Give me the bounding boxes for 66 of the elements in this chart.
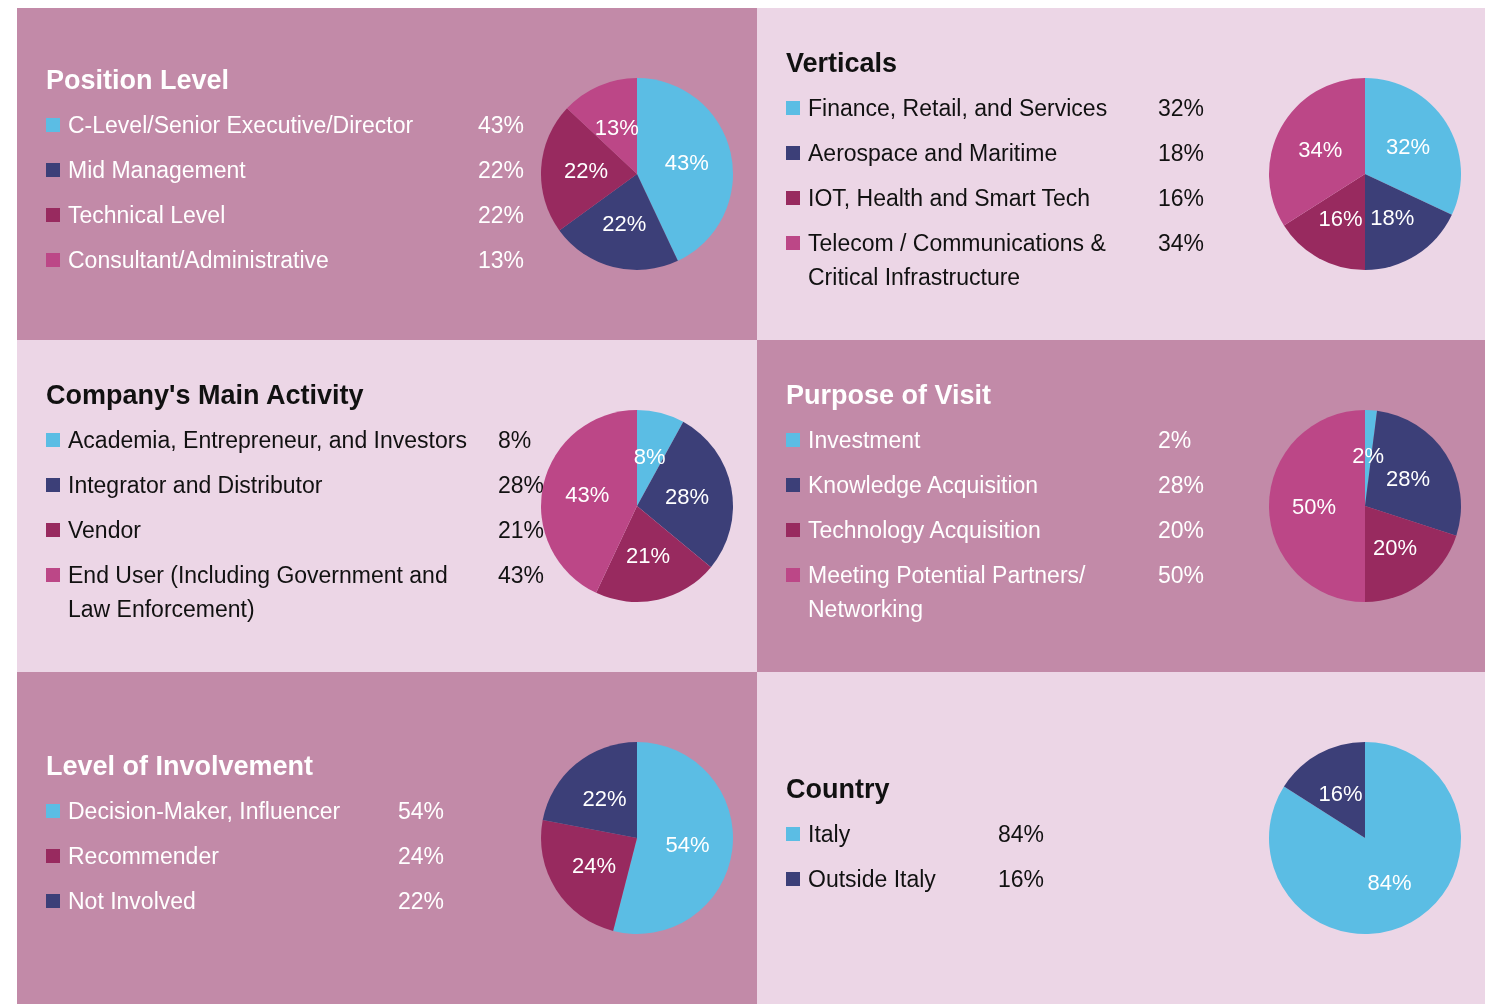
legend-label: Knowledge Acquisition	[808, 470, 1040, 500]
legend-label: Recommender	[68, 842, 220, 871]
legend-label: Consultant/Administrative	[68, 245, 330, 275]
data-label: 20%	[1372, 534, 1417, 560]
data-label: 24%	[571, 852, 616, 878]
text: 16%	[1158, 184, 1205, 211]
text: Country	[786, 773, 891, 805]
text: 32%	[1158, 94, 1205, 121]
text: 22%	[398, 888, 445, 914]
chart-title: Level of Involvement	[46, 751, 315, 782]
legend-label: Telecom / Communications & Critical Infrastructure	[808, 228, 1107, 292]
legend-label: Academia, Entrepreneur, and Investors	[68, 425, 468, 455]
legend-label: End User (Including Government and Law Enforcement)	[68, 560, 449, 624]
data-label: 34%	[1158, 228, 1205, 258]
legend-label: Finance, Retail, and Services	[808, 93, 1109, 123]
legend-label: Aerospace and Maritime	[808, 138, 1059, 168]
text: 50%	[1291, 493, 1337, 519]
legend-label: Decision-Maker, Influencer	[68, 797, 342, 826]
text: 28%	[498, 471, 545, 498]
text: 22%	[478, 156, 525, 183]
legend-label: Integrator and Distributor	[68, 470, 324, 500]
text: 84%	[998, 820, 1045, 847]
legend-label: Meeting Potential Partners/ Networking	[808, 560, 1087, 624]
text: 54%	[398, 798, 445, 824]
text: 43%	[565, 482, 610, 508]
text: Position Level	[46, 64, 231, 96]
data-label: 32%	[1386, 134, 1431, 160]
legend-label: Technology Acquisition	[808, 515, 1042, 545]
text: 22%	[564, 158, 609, 184]
data-label: 43%	[664, 150, 709, 176]
data-label: 22%	[478, 200, 525, 230]
text: 8%	[498, 426, 532, 453]
legend-label: C-Level/Senior Executive/Director	[68, 110, 415, 140]
data-label: 50%	[1158, 560, 1205, 590]
legend-label: Not Involved	[68, 887, 197, 916]
legend-label: Technical Level	[68, 200, 227, 230]
data-label: 18%	[1370, 204, 1415, 230]
text: Company's Main Activity	[46, 379, 365, 411]
text: 18%	[1158, 139, 1205, 166]
text: 24%	[398, 843, 445, 869]
data-label: 28%	[1386, 466, 1431, 492]
data-label: 84%	[1367, 870, 1412, 896]
legend-label: Outside Italy	[808, 864, 937, 894]
text: 28%	[1158, 471, 1205, 498]
text: 13%	[478, 246, 525, 273]
text: 34%	[1298, 136, 1343, 162]
data-label: 16%	[1318, 780, 1363, 806]
legend-label: IOT, Health and Smart Tech	[808, 183, 1092, 213]
legend-label: Investment	[808, 425, 922, 455]
text: 21%	[498, 516, 545, 543]
legend-label: Italy	[808, 819, 852, 849]
legend-label: Vendor	[68, 515, 142, 545]
text: 16%	[998, 865, 1045, 892]
data-label: 54%	[665, 831, 710, 857]
data-label: 21%	[626, 543, 671, 569]
data-label: 28%	[665, 483, 710, 509]
text: Purpose of Visit	[786, 379, 993, 411]
text: 2%	[1158, 426, 1192, 453]
legend-label: Mid Management	[68, 155, 247, 185]
text: 43%	[478, 111, 525, 138]
text: Verticals	[786, 47, 899, 79]
data-label: 43%	[498, 560, 545, 590]
data-label: 16%	[1318, 206, 1363, 232]
text: 20%	[1158, 516, 1205, 543]
data-label: 22%	[582, 786, 627, 812]
data-label: 22%	[602, 210, 647, 236]
